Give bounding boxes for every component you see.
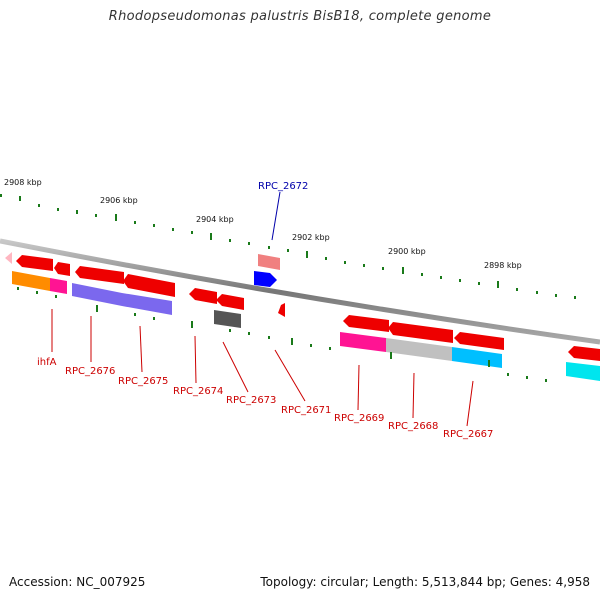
kbp-label-2906: 2906 kbp bbox=[100, 196, 138, 205]
gene-arrow-rpc2673[interactable] bbox=[216, 294, 244, 310]
gene-arrow-rpc2669[interactable] bbox=[343, 315, 389, 332]
gene-label-rpc2674: RPC_2674 bbox=[173, 386, 223, 397]
gene-arrow-rpc2676[interactable] bbox=[75, 266, 124, 284]
gene-arrow-rpc2667[interactable] bbox=[454, 332, 504, 350]
gene-small-pink bbox=[5, 252, 12, 264]
gene-arrow-rpc2674[interactable] bbox=[189, 288, 217, 304]
gene-label-rpc2669: RPC_2669 bbox=[334, 413, 384, 424]
bar-cyan bbox=[566, 362, 600, 381]
bar-magenta bbox=[340, 332, 386, 352]
gene-label-rpc2667: RPC_2667 bbox=[443, 429, 493, 440]
function-color-bars bbox=[12, 271, 600, 381]
gene-label-rpc2672: RPC_2672 bbox=[258, 181, 308, 192]
gene-label-rpc2676: RPC_2676 bbox=[65, 366, 115, 377]
bar-dim-gray bbox=[214, 310, 241, 328]
genome-summary-text: Topology: circular; Length: 5,513,844 bp… bbox=[260, 575, 590, 589]
kbp-label-2900: 2900 kbp bbox=[388, 247, 426, 256]
gene-arrow-rpc2676a[interactable] bbox=[54, 262, 70, 276]
kbp-label-2898: 2898 kbp bbox=[484, 261, 522, 270]
outer-tick-ring bbox=[0, 194, 576, 299]
gene-arrow-right-edge[interactable] bbox=[568, 346, 600, 361]
gene-arrow-rpc2675[interactable] bbox=[123, 274, 175, 297]
bar-slate-blue-2 bbox=[122, 293, 172, 315]
gene-label-rpc2671: RPC_2671 bbox=[281, 405, 331, 416]
bar-slate-blue-1 bbox=[72, 283, 122, 306]
kbp-label-2908: 2908 kbp bbox=[4, 178, 42, 187]
accession-text: Accession: NC_007925 bbox=[9, 575, 146, 589]
label-leader-lines bbox=[51, 191, 474, 427]
gene-arrow-rpc2671[interactable] bbox=[278, 303, 285, 317]
bar-silver bbox=[386, 338, 452, 361]
bar-orange bbox=[12, 271, 50, 291]
gene-label-ihfA: ihfA bbox=[37, 357, 57, 368]
gene-arrow-ihfA[interactable] bbox=[16, 255, 53, 271]
genome-backbone bbox=[0, 238, 600, 345]
bar-magenta-small bbox=[50, 278, 67, 294]
gene-label-rpc2668: RPC_2668 bbox=[388, 421, 438, 432]
map-title: Rhodopseudomonas palustris BisB18, compl… bbox=[108, 9, 492, 24]
kbp-label-2902: 2902 kbp bbox=[292, 233, 330, 242]
gene-label-rpc2673: RPC_2673 bbox=[226, 395, 276, 406]
gene-rpc2672-coral[interactable] bbox=[258, 254, 280, 270]
gene-arrow-rpc2668[interactable] bbox=[388, 322, 453, 343]
gene-label-rpc2675: RPC_2675 bbox=[118, 376, 168, 387]
forward-strand-genes bbox=[16, 255, 600, 361]
gene-rpc2672-blue[interactable] bbox=[254, 271, 277, 287]
kbp-label-2904: 2904 kbp bbox=[196, 215, 234, 224]
inner-tick-ring bbox=[17, 287, 547, 382]
